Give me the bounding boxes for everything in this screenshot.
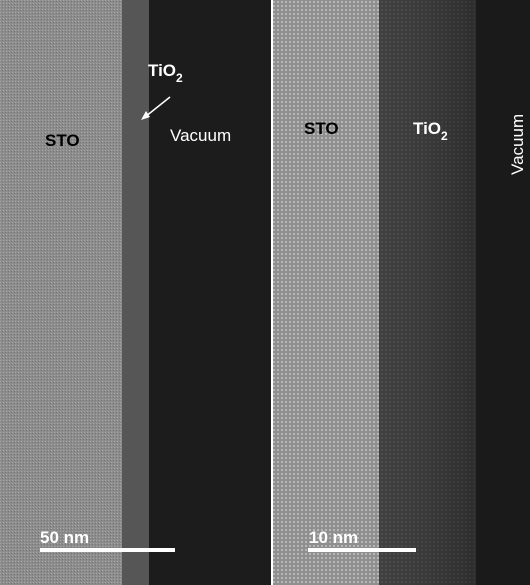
vacuum-label: Vacuum — [170, 126, 231, 145]
sto-label: STO — [304, 119, 339, 138]
scale-bar — [308, 548, 416, 552]
scale-bar — [40, 548, 175, 552]
vacuum-label: Vacuum — [508, 114, 527, 175]
vacuum-region — [476, 0, 530, 585]
tio2-main: TiO — [148, 61, 176, 80]
scale-label: 10 nm — [309, 528, 358, 547]
tio2-shade — [379, 0, 476, 585]
panel-left: STO TiO2 Vacuum 50 nm — [0, 0, 271, 585]
tio2-main: TiO — [413, 119, 441, 138]
tio2-sub: 2 — [176, 71, 183, 85]
divider — [271, 0, 273, 585]
sto-label: STO — [45, 131, 80, 150]
panel-right: STO TiO2 Vacuum 10 nm — [273, 0, 530, 585]
sto-region — [0, 0, 122, 585]
micrograph-figure: STO TiO2 Vacuum 50 nm STO TiO2 Vacuum 10… — [0, 0, 530, 585]
scale-label: 50 nm — [40, 528, 89, 547]
vacuum-region — [149, 0, 271, 585]
tio2-region — [122, 0, 149, 585]
sto-region — [273, 0, 379, 585]
tio2-sub: 2 — [441, 129, 448, 143]
